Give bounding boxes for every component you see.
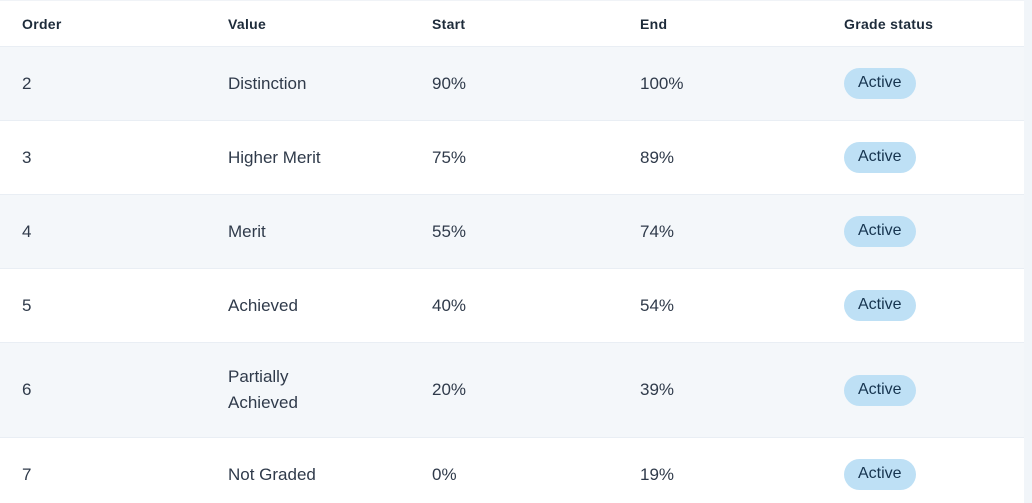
cell-end: 54% [618, 268, 822, 343]
cell-end: 74% [618, 194, 822, 269]
cell-end: 100% [618, 46, 822, 121]
cell-value: Partially Achieved [206, 342, 410, 438]
cell-end: 39% [618, 342, 822, 438]
cell-end: 19% [618, 437, 822, 503]
cell-value: Higher Merit [206, 120, 410, 195]
cell-grade-status: Active [822, 268, 1024, 343]
cell-grade-status: Active [822, 194, 1024, 269]
cell-grade-status: Active [822, 46, 1024, 121]
table-body: 2 Distinction 90% 100% Active 3 Higher M… [0, 46, 1024, 503]
cell-value: Merit [206, 194, 410, 269]
cell-start: 0% [410, 437, 618, 503]
status-badge: Active [844, 459, 916, 490]
table-row: 6 Partially Achieved 20% 39% Active [0, 342, 1024, 438]
cell-grade-status: Active [822, 342, 1024, 438]
table-row: 4 Merit 55% 74% Active [0, 194, 1024, 269]
column-header-grade-status: Grade status [822, 1, 1024, 47]
cell-grade-status: Active [822, 120, 1024, 195]
table-header: Order Value Start End Grade status [0, 1, 1024, 47]
cell-start: 90% [410, 46, 618, 121]
cell-order: 6 [0, 342, 206, 438]
table-row: 5 Achieved 40% 54% Active [0, 268, 1024, 343]
cell-value: Achieved [206, 268, 410, 343]
cell-order: 4 [0, 194, 206, 269]
status-badge: Active [844, 142, 916, 173]
status-badge: Active [844, 290, 916, 321]
status-badge: Active [844, 216, 916, 247]
status-badge: Active [844, 68, 916, 99]
cell-value: Not Graded [206, 437, 410, 503]
column-header-order: Order [0, 1, 206, 47]
column-header-start: Start [410, 1, 618, 47]
cell-start: 55% [410, 194, 618, 269]
cell-order: 3 [0, 120, 206, 195]
cell-order: 2 [0, 46, 206, 121]
cell-order: 5 [0, 268, 206, 343]
cell-grade-status: Active [822, 437, 1024, 503]
status-badge: Active [844, 374, 916, 406]
cell-start: 75% [410, 120, 618, 195]
table-row: 2 Distinction 90% 100% Active [0, 46, 1024, 121]
table-row: 7 Not Graded 0% 19% Active [0, 437, 1024, 503]
cell-order: 7 [0, 437, 206, 503]
cell-start: 20% [410, 342, 618, 438]
cell-value: Distinction [206, 46, 410, 121]
cell-end: 89% [618, 120, 822, 195]
header-row: Order Value Start End Grade status [0, 1, 1024, 47]
cell-start: 40% [410, 268, 618, 343]
column-header-end: End [618, 1, 822, 47]
table-row: 3 Higher Merit 75% 89% Active [0, 120, 1024, 195]
column-header-value: Value [206, 1, 410, 47]
